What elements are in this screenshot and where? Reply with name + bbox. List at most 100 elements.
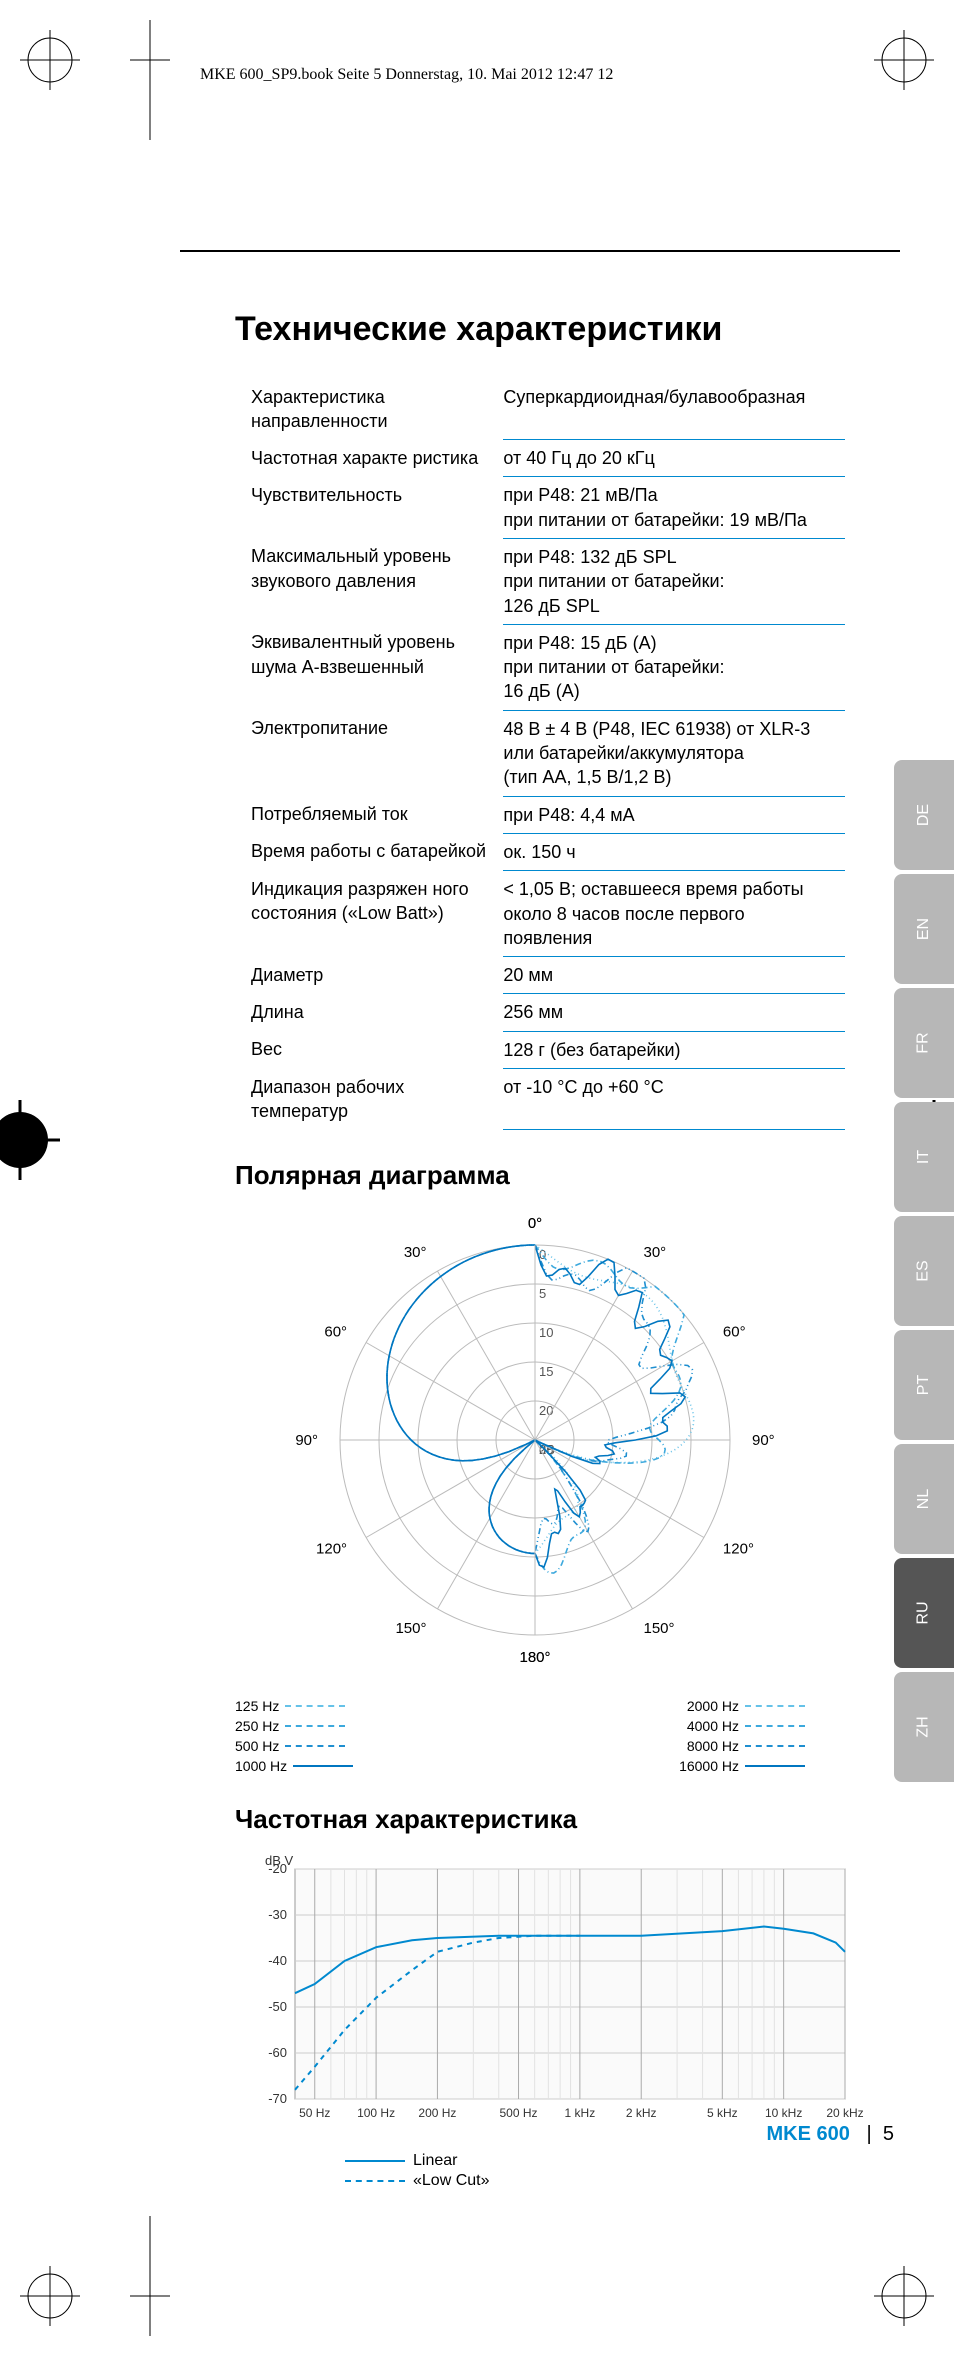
spec-label: Чувствительность xyxy=(235,477,503,539)
language-tabs: DEENFRITESPTNLRUZH xyxy=(894,760,954,1786)
lang-tab-de[interactable]: DE xyxy=(894,760,954,870)
spec-label: Индикация разряжен ного состояния («Low … xyxy=(235,871,503,957)
svg-text:30°: 30° xyxy=(644,1244,667,1261)
svg-text:-60: -60 xyxy=(268,2045,287,2060)
svg-text:30°: 30° xyxy=(404,1244,427,1261)
freq-chart: -20-30-40-50-60-70dB V50 Hz100 Hz200 Hz5… xyxy=(235,1849,845,2190)
spec-value: от 40 Гц до 20 кГц xyxy=(503,440,845,477)
print-mark-tl xyxy=(20,30,80,90)
spec-table: Характеристика направленностиСуперкардио… xyxy=(235,379,845,1130)
svg-text:-70: -70 xyxy=(268,2091,287,2106)
svg-text:-40: -40 xyxy=(268,1953,287,1968)
svg-text:90°: 90° xyxy=(752,1432,775,1449)
spec-label: Эквивалентный уровень шума A-взвешенный xyxy=(235,624,503,710)
print-mark-ml xyxy=(0,1100,60,1180)
spec-label: Диаметр xyxy=(235,957,503,994)
print-header: MKE 600_SP9.book Seite 5 Donnerstag, 10.… xyxy=(200,66,613,84)
freq-title: Частотная характеристика xyxy=(235,1804,845,1835)
spec-value: 256 мм xyxy=(503,994,845,1031)
footer-model: MKE 600 xyxy=(767,2123,850,2145)
page-footer: MKE 600 | 5 xyxy=(767,2123,895,2146)
footer-sep: | xyxy=(867,2123,872,2145)
spec-value: ок. 150 ч xyxy=(503,833,845,870)
spec-label: Потребляемый ток xyxy=(235,796,503,833)
spec-value: < 1,05 В; оставшееся время работы около … xyxy=(503,871,845,957)
polar-legend-item: 4000 Hz xyxy=(679,1718,805,1734)
spec-label: Длина xyxy=(235,994,503,1031)
lang-tab-nl[interactable]: NL xyxy=(894,1444,954,1554)
freq-legend: Linear «Low Cut» xyxy=(235,2152,845,2190)
svg-text:150°: 150° xyxy=(644,1620,675,1637)
polar-legend-item: 125 Hz xyxy=(235,1698,353,1714)
spec-value: при P48: 21 мВ/Папри питании от батарейк… xyxy=(503,477,845,539)
polar-title: Полярная диаграмма xyxy=(235,1160,845,1191)
polar-legend-item: 2000 Hz xyxy=(679,1698,805,1714)
freq-svg: -20-30-40-50-60-70dB V50 Hz100 Hz200 Hz5… xyxy=(235,1849,865,2139)
print-mark-tr xyxy=(874,30,934,90)
polar-diagram: 0510152025dB0°0°30°30°60°60°90°90°120°12… xyxy=(215,1205,825,1774)
print-mark-bl xyxy=(20,2266,80,2326)
lang-tab-en[interactable]: EN xyxy=(894,874,954,984)
lang-tab-es[interactable]: ES xyxy=(894,1216,954,1326)
spec-value: Суперкардиоидная/булавообразная xyxy=(503,379,845,440)
polar-legend-item: 250 Hz xyxy=(235,1718,353,1734)
freq-legend-item: Linear xyxy=(345,2152,845,2170)
svg-text:5 kHz: 5 kHz xyxy=(707,2106,738,2120)
svg-text:180°: 180° xyxy=(519,1649,550,1666)
lang-tab-ru[interactable]: RU xyxy=(894,1558,954,1668)
spec-value: 128 г (без батарейки) xyxy=(503,1031,845,1068)
spec-label: Диапазон рабочих температур xyxy=(235,1069,503,1130)
svg-text:60°: 60° xyxy=(723,1323,746,1340)
polar-legend-item: 500 Hz xyxy=(235,1738,353,1754)
lang-tab-pt[interactable]: PT xyxy=(894,1330,954,1440)
polar-legend-item: 16000 Hz xyxy=(679,1758,805,1774)
svg-text:20: 20 xyxy=(539,1403,553,1418)
svg-text:100 Hz: 100 Hz xyxy=(357,2106,395,2120)
polar-legend: 125 Hz250 Hz500 Hz1000 Hz 2000 Hz4000 Hz… xyxy=(215,1698,825,1774)
lang-tab-zh[interactable]: ZH xyxy=(894,1672,954,1782)
svg-text:150°: 150° xyxy=(395,1620,426,1637)
print-mark-br xyxy=(874,2266,934,2326)
svg-text:60°: 60° xyxy=(324,1323,347,1340)
spec-value: 48 В ± 4 В (P48, IEC 61938) от XLR-3 или… xyxy=(503,710,845,796)
svg-text:50 Hz: 50 Hz xyxy=(299,2106,330,2120)
svg-text:20 kHz: 20 kHz xyxy=(826,2106,863,2120)
page-title: Технические характеристики xyxy=(235,310,845,349)
spec-label: Максимальный уровень звукового давления xyxy=(235,538,503,624)
spec-value: при P48: 132 дБ SPLпри питании от батаре… xyxy=(503,538,845,624)
spec-label: Частотная характе ристика xyxy=(235,440,503,477)
svg-text:10: 10 xyxy=(539,1325,553,1340)
svg-text:10 kHz: 10 kHz xyxy=(765,2106,802,2120)
footer-page: 5 xyxy=(883,2123,894,2145)
svg-text:90°: 90° xyxy=(295,1432,318,1449)
svg-text:-30: -30 xyxy=(268,1907,287,1922)
polar-legend-item: 8000 Hz xyxy=(679,1738,805,1754)
spec-value: 20 мм xyxy=(503,957,845,994)
svg-text:200 Hz: 200 Hz xyxy=(418,2106,456,2120)
svg-text:5: 5 xyxy=(539,1286,546,1301)
svg-text:120°: 120° xyxy=(723,1540,754,1557)
lang-tab-fr[interactable]: FR xyxy=(894,988,954,1098)
print-mark-cut-t xyxy=(130,20,170,140)
svg-text:dB V: dB V xyxy=(265,1853,294,1868)
lang-tab-it[interactable]: IT xyxy=(894,1102,954,1212)
svg-text:15: 15 xyxy=(539,1364,553,1379)
spec-value: при P48: 4,4 мА xyxy=(503,796,845,833)
freq-legend-item: «Low Cut» xyxy=(345,2172,845,2190)
svg-text:1 kHz: 1 kHz xyxy=(565,2106,596,2120)
svg-text:500 Hz: 500 Hz xyxy=(500,2106,538,2120)
polar-svg: 0510152025dB0°0°30°30°60°60°90°90°120°12… xyxy=(215,1205,855,1685)
svg-text:-50: -50 xyxy=(268,1999,287,2014)
header-rule xyxy=(180,250,900,252)
spec-label: Вес xyxy=(235,1031,503,1068)
spec-label: Электропитание xyxy=(235,710,503,796)
spec-label: Время работы с батарейкой xyxy=(235,833,503,870)
page-content: Технические характеристики Характеристик… xyxy=(235,310,845,2192)
svg-text:120°: 120° xyxy=(316,1540,347,1557)
spec-value: от -10 °C до +60 °C xyxy=(503,1069,845,1130)
spec-value: при P48: 15 дБ (A)при питании от батарей… xyxy=(503,624,845,710)
spec-label: Характеристика направленности xyxy=(235,379,503,440)
print-mark-cut-b xyxy=(130,2216,170,2336)
svg-text:0°: 0° xyxy=(528,1215,542,1232)
svg-text:2 kHz: 2 kHz xyxy=(626,2106,657,2120)
